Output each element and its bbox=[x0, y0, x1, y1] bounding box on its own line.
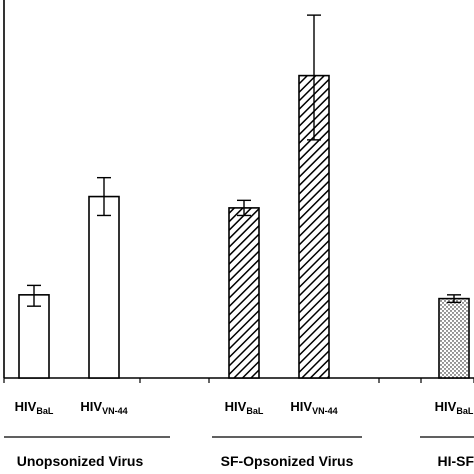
bar-0-0 bbox=[18, 294, 50, 379]
tick-label-main: HIV bbox=[225, 399, 247, 414]
tick-label-sub: VN-44 bbox=[102, 406, 128, 416]
tick-label-0-1: HIVVN-44 bbox=[80, 399, 127, 416]
tick-label-1-1: HIVVN-44 bbox=[290, 399, 337, 416]
tick-label-sub: BaL bbox=[36, 406, 54, 416]
group-label-0: Unopsonized Virus bbox=[17, 453, 144, 469]
tick-label-main: HIV bbox=[435, 399, 457, 414]
bars-layer bbox=[3, 14, 474, 383]
tick-label-main: HIV bbox=[15, 399, 37, 414]
tick-label-2-0: HIVBaL bbox=[435, 399, 474, 416]
bar-1-0 bbox=[228, 207, 260, 379]
bar-2-0 bbox=[438, 297, 470, 379]
tick-label-sub: VN-44 bbox=[312, 406, 338, 416]
group-label-1: SF-Opsonized Virus bbox=[221, 453, 354, 469]
tick-label-sub: BaL bbox=[246, 406, 264, 416]
tick-label-main: HIV bbox=[80, 399, 102, 414]
bar-1-1 bbox=[298, 74, 330, 379]
tick-label-0-0: HIVBaL bbox=[15, 399, 54, 416]
group-label-2: HI-SF-Opso bbox=[438, 453, 474, 469]
bar-0-1 bbox=[88, 195, 120, 379]
tick-label-main: HIV bbox=[290, 399, 312, 414]
tick-label-1-0: HIVBaL bbox=[225, 399, 264, 416]
tick-label-sub: BaL bbox=[456, 406, 474, 416]
